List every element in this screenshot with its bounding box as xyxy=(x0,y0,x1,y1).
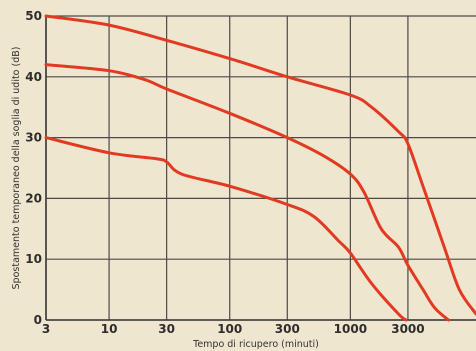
series-line-1 xyxy=(44,14,476,316)
y-tick-label: 10 xyxy=(25,252,42,266)
x-tick-label: 10 xyxy=(101,322,118,336)
y-tick-label: 0 xyxy=(34,313,42,327)
grid xyxy=(45,15,476,321)
series-layer xyxy=(44,14,476,322)
y-tick-label: 20 xyxy=(25,191,42,205)
x-tick-label: 3000 xyxy=(391,322,424,336)
series-line-2 xyxy=(44,63,450,322)
y-tick-label: 50 xyxy=(25,9,42,23)
tick-labels: 0 10 20 30 40 50 3 10 30 100 300 1000 3000 xyxy=(25,9,424,336)
y-tick-label: 30 xyxy=(25,131,42,145)
x-tick-label: 30 xyxy=(158,322,175,336)
x-tick-label: 100 xyxy=(217,322,242,336)
x-tick-label: 3 xyxy=(42,322,50,336)
x-tick-label: 300 xyxy=(275,322,300,336)
y-axis-label: Spostamento temporaneo della soglia di u… xyxy=(11,47,22,290)
x-axis-label: Tempo di ricupero (minuti) xyxy=(192,339,319,350)
y-tick-label: 40 xyxy=(25,70,42,84)
series-line-3 xyxy=(44,136,408,322)
x-tick-label: 1000 xyxy=(334,322,367,336)
